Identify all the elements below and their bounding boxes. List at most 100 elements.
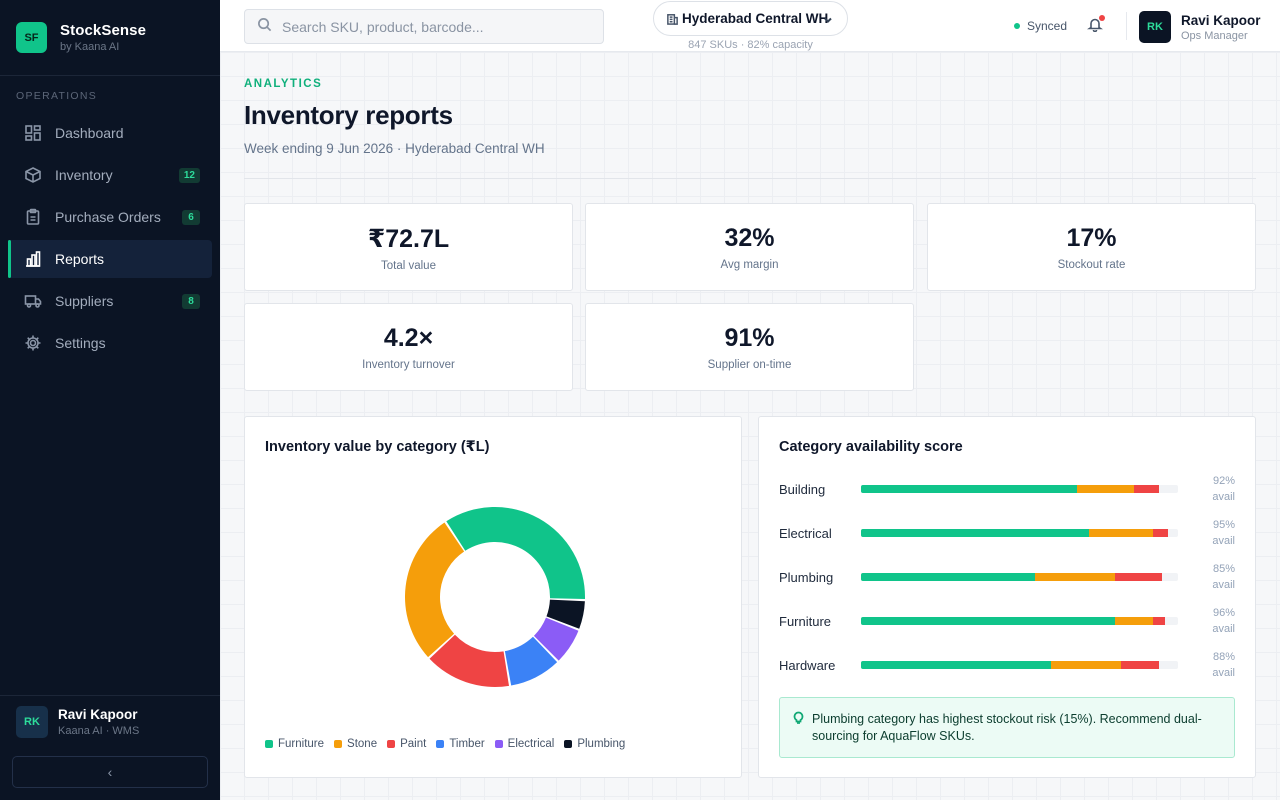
sidebar-item-purchase-orders[interactable]: Purchase Orders 6	[8, 198, 212, 236]
nav-section-label: OPERATIONS	[16, 90, 98, 102]
legend-label: Paint	[400, 738, 427, 750]
avatar: RK	[16, 706, 48, 738]
top-header: Hyderabad Central WH 847 SKUs · 82% capa…	[220, 0, 1280, 52]
inventory-value-card: Inventory value by category (₹L) Furnitu…	[244, 416, 742, 778]
legend-label: Electrical	[507, 738, 555, 750]
warehouse-selector[interactable]: Hyderabad Central WH	[653, 1, 848, 36]
clipboard-icon	[24, 208, 42, 226]
page-title: Inventory reports	[244, 100, 453, 130]
sidebar-item-label: Inventory	[55, 167, 113, 183]
bar-segment-bad	[1120, 661, 1159, 669]
category-name: Plumbing	[779, 570, 834, 585]
brand-tagline: by Kaana AI	[60, 41, 120, 53]
category-name: Hardware	[779, 658, 836, 673]
legend-item-paint: Paint	[387, 738, 426, 750]
notifications-button[interactable]	[1086, 15, 1105, 34]
truck-icon	[24, 292, 42, 310]
warehouse-name: Hyderabad Central WH	[682, 11, 829, 26]
donut-slice-furniture[interactable]	[446, 507, 585, 600]
header-user-role: Ops Manager	[1181, 29, 1248, 42]
bar-segment-bad	[1152, 529, 1169, 537]
brand-name: StockSense	[60, 22, 147, 39]
kpi-value: 17%	[1066, 224, 1117, 252]
availability-row-building: Building 92% avail	[779, 473, 1235, 507]
card-title: Category availability score	[779, 439, 963, 455]
sync-status-label: Synced	[1027, 19, 1068, 33]
warehouse-meta: 847 SKUs · 82% capacity	[688, 39, 813, 51]
donut-slice-paint[interactable]	[429, 634, 510, 687]
sidebar-item-settings[interactable]: Settings	[8, 324, 212, 362]
availability-bar	[861, 617, 1178, 625]
bar-segment-warn	[1051, 661, 1121, 669]
donut-chart	[400, 502, 590, 692]
search-bar[interactable]	[244, 9, 604, 44]
sidebar-user-card[interactable]: RK Ravi Kapoor Kaana AI · WMS	[0, 695, 220, 748]
kpi-label: Inventory turnover	[362, 359, 455, 371]
legend-label: Timber	[449, 738, 485, 750]
legend-swatch	[387, 740, 396, 748]
percent-value: 85%	[1212, 563, 1235, 575]
user-menu[interactable]: RK Ravi Kapoor Ops Manager	[1139, 11, 1261, 43]
availability-row-furniture: Furniture 96% avail	[779, 605, 1235, 639]
gear-icon	[24, 334, 42, 352]
chevron-left-icon: ‹	[107, 764, 113, 780]
donut-slice-stone[interactable]	[405, 522, 465, 658]
brand: SF StockSense by Kaana AI	[0, 0, 220, 76]
availability-percent: 92% avail	[1195, 473, 1235, 505]
kpi-card-stockout-rate: 17% Stockout rate	[927, 203, 1256, 291]
donut-slice-electrical[interactable]	[533, 617, 579, 661]
kpi-card-total-value: ₹72.7L Total value	[244, 203, 573, 291]
insight-text: Plumbing category has highest stockout r…	[812, 712, 1202, 743]
sidebar-item-dashboard[interactable]: Dashboard	[8, 114, 212, 152]
notification-dot	[1099, 15, 1105, 21]
kpi-card-supplier-on-time: 91% Supplier on-time	[585, 303, 914, 391]
percent-unit: avail	[1212, 491, 1235, 503]
kpi-value: 91%	[724, 324, 775, 352]
box-icon	[24, 166, 42, 184]
avatar: RK	[1139, 11, 1171, 43]
bar-segment-good	[861, 485, 1077, 493]
availability-row-plumbing: Plumbing 85% avail	[779, 561, 1235, 595]
legend-item-furniture: Furniture	[265, 738, 324, 750]
donut-slice-plumbing[interactable]	[546, 599, 585, 629]
sidebar-item-reports[interactable]: Reports	[8, 240, 212, 278]
nav-count-badge: 12	[178, 167, 200, 183]
percent-unit: avail	[1212, 667, 1235, 679]
kpi-card-inventory-turnover: 4.2× Inventory turnover	[244, 303, 573, 391]
legend-item-stone: Stone	[334, 738, 377, 750]
sidebar-item-suppliers[interactable]: Suppliers 8	[8, 282, 212, 320]
kpi-label: Supplier on-time	[707, 359, 792, 371]
search-icon	[257, 17, 272, 37]
bar-segment-good	[861, 529, 1090, 537]
legend-swatch	[564, 740, 573, 748]
legend-swatch	[494, 740, 503, 748]
header-divider	[1126, 12, 1127, 40]
legend-swatch	[436, 740, 445, 748]
percent-unit: avail	[1212, 623, 1235, 635]
donut-slice-timber[interactable]	[504, 636, 558, 686]
bar-segment-good	[861, 661, 1052, 669]
status-dot-icon	[1014, 23, 1020, 29]
legend-label: Furniture	[278, 738, 325, 750]
collapse-sidebar-button[interactable]: ‹	[12, 756, 208, 788]
availability-percent: 95% avail	[1195, 517, 1235, 549]
divider	[244, 178, 1256, 179]
bar-segment-warn	[1035, 573, 1115, 581]
kpi-value: 32%	[724, 224, 775, 252]
legend-item-electrical: Electrical	[494, 738, 555, 750]
sidebar-item-inventory[interactable]: Inventory 12	[8, 156, 212, 194]
legend-item-timber: Timber	[436, 738, 485, 750]
category-name: Building	[779, 482, 826, 497]
main-content: ANALYTICS Inventory reports Week ending …	[220, 52, 1280, 800]
lightbulb-icon	[792, 711, 805, 724]
brand-logo[interactable]: SF	[16, 22, 47, 53]
bar-segment-bad	[1114, 573, 1163, 581]
kpi-label: Stockout rate	[1057, 259, 1126, 271]
page-subtitle: Week ending 9 Jun 2026 · Hyderabad Centr…	[244, 141, 545, 156]
nav-count-badge: 6	[182, 209, 200, 225]
kpi-card-avg-margin: 32% Avg margin	[585, 203, 914, 291]
kpi-value: 4.2×	[383, 324, 434, 352]
search-input[interactable]	[282, 18, 582, 35]
page-eyebrow: ANALYTICS	[244, 78, 323, 90]
sidebar-user-org: Kaana AI · WMS	[58, 725, 140, 737]
